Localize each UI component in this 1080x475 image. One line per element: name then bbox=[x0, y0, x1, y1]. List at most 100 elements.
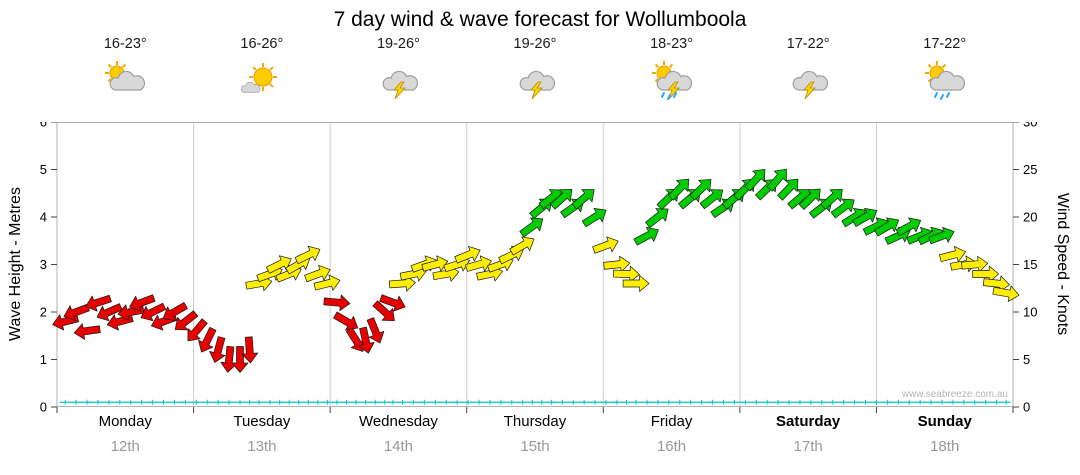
wind-arrow bbox=[372, 300, 395, 322]
day-temp-range: 19-26° bbox=[513, 36, 557, 52]
day-temp-range: 16-26° bbox=[240, 36, 284, 52]
wind-arrow bbox=[421, 255, 449, 272]
wind-arrow bbox=[699, 189, 724, 210]
watermark: www.seabreeze.com.au bbox=[901, 389, 1008, 400]
wind-arrow bbox=[220, 345, 238, 373]
wind-arrow bbox=[874, 217, 900, 237]
wind-arrow bbox=[73, 323, 101, 340]
wind-arrow bbox=[509, 236, 535, 256]
sun-icon bbox=[248, 63, 277, 91]
weather-icon bbox=[383, 70, 419, 100]
wind-arrow bbox=[571, 189, 595, 210]
wind-arrow bbox=[820, 188, 843, 210]
page-title: 7 day wind & wave forecast for Wollumboo… bbox=[333, 8, 747, 31]
day-temp-range: 17-22° bbox=[923, 36, 967, 52]
cloud-icon bbox=[792, 70, 829, 91]
wind-arrow bbox=[313, 274, 341, 291]
cloud-icon bbox=[519, 70, 556, 91]
day-date-label: 16th bbox=[656, 438, 687, 455]
wind-arrow bbox=[667, 178, 690, 201]
day-temp-range: 18-23° bbox=[650, 36, 693, 52]
left-axis-tick-label: 5 bbox=[40, 162, 47, 177]
day-date-label: 13th bbox=[247, 438, 277, 455]
day-name-label: Tuesday bbox=[233, 413, 291, 430]
wind-arrow bbox=[549, 188, 573, 210]
wind-arrow bbox=[129, 294, 156, 312]
lightning-icon bbox=[530, 81, 543, 100]
cloud-icon bbox=[109, 70, 146, 91]
left-axis-tick-label: 6 bbox=[40, 122, 47, 130]
right-axis-tick-label: 10 bbox=[1023, 305, 1037, 320]
wind-arrow bbox=[294, 245, 321, 265]
raindrop-icon bbox=[660, 92, 665, 98]
wind-arrow bbox=[366, 317, 385, 344]
day-temp-range: 17-22° bbox=[786, 36, 830, 52]
wind-arrow bbox=[744, 168, 766, 192]
wind-arrow bbox=[895, 217, 922, 237]
weather-icon bbox=[240, 63, 277, 93]
day-name-label: Thursday bbox=[503, 413, 567, 430]
wind-arrow bbox=[581, 208, 607, 228]
wind-arrow bbox=[633, 226, 659, 246]
weather-icon bbox=[105, 61, 146, 91]
lightning-icon bbox=[393, 81, 407, 100]
raindrop-icon bbox=[933, 92, 938, 98]
plot-frame bbox=[56, 122, 1014, 407]
day-date-label: 14th bbox=[383, 438, 414, 455]
wind-arrow bbox=[85, 294, 112, 312]
wind-arrow bbox=[519, 217, 544, 238]
cloud-icon bbox=[240, 81, 261, 93]
left-axis-tick-label: 1 bbox=[40, 352, 47, 367]
day-date-label: 17th bbox=[793, 438, 823, 455]
day-temp-range: 19-26° bbox=[376, 36, 420, 52]
left-axis-tick-label: 4 bbox=[40, 210, 47, 225]
weather-icon bbox=[651, 61, 692, 100]
day-date-label: 12th bbox=[110, 438, 140, 455]
right-axis-tick-label: 25 bbox=[1023, 162, 1037, 177]
wind-arrow bbox=[266, 255, 292, 274]
wind-arrow bbox=[777, 178, 799, 201]
right-axis-tick-label: 30 bbox=[1023, 122, 1037, 130]
cloud-icon bbox=[656, 70, 692, 91]
wind-arrow bbox=[241, 336, 259, 364]
right-axis-tick-label: 15 bbox=[1023, 257, 1037, 272]
wind-arrow bbox=[140, 302, 167, 322]
wind-arrow bbox=[939, 246, 966, 263]
weather-icon bbox=[792, 70, 829, 100]
wind-arrow bbox=[689, 179, 712, 201]
wind-arrow bbox=[187, 318, 208, 342]
raindrop-icon bbox=[666, 94, 671, 100]
raindrop-icon bbox=[672, 92, 677, 98]
wind-arrow bbox=[333, 311, 359, 331]
wind-arrow bbox=[992, 285, 1020, 302]
day-name-label: Friday bbox=[650, 413, 693, 430]
day-name-label: Wednesday bbox=[358, 413, 438, 430]
wind-arrow bbox=[592, 236, 619, 254]
right-axis-tick-label: 5 bbox=[1023, 352, 1030, 367]
wind-arrow bbox=[162, 302, 188, 322]
wind-arrow bbox=[358, 326, 375, 354]
wind-arrow bbox=[454, 245, 481, 264]
raindrop-icon bbox=[945, 92, 950, 98]
cloud-icon bbox=[929, 70, 965, 91]
weather-icon bbox=[924, 61, 965, 100]
wind-arrow bbox=[622, 275, 650, 292]
day-name-label: Saturday bbox=[776, 413, 841, 430]
day-temp-range: 16-23° bbox=[103, 36, 147, 52]
right-axis-tick-label: 20 bbox=[1023, 210, 1037, 225]
day-name-label: Monday bbox=[98, 413, 152, 430]
day-name-label: Sunday bbox=[917, 413, 972, 430]
right-axis-tick-label: 0 bbox=[1023, 400, 1030, 415]
wind-arrow bbox=[323, 294, 351, 312]
raindrop-icon bbox=[939, 94, 944, 100]
wind-arrow bbox=[198, 326, 217, 353]
wind-arrow bbox=[645, 208, 669, 229]
left-axis-tick-label: 2 bbox=[40, 305, 47, 320]
wind-arrow bbox=[209, 336, 226, 363]
left-axis-tick-label: 0 bbox=[40, 400, 47, 415]
wind-arrow bbox=[304, 264, 331, 283]
weather-icon bbox=[519, 70, 556, 100]
wind-arrow bbox=[830, 198, 855, 219]
forecast-plot: 0 1 2 3 4 5 6 0 5 10 15 20 25 30 bbox=[40, 122, 1037, 415]
